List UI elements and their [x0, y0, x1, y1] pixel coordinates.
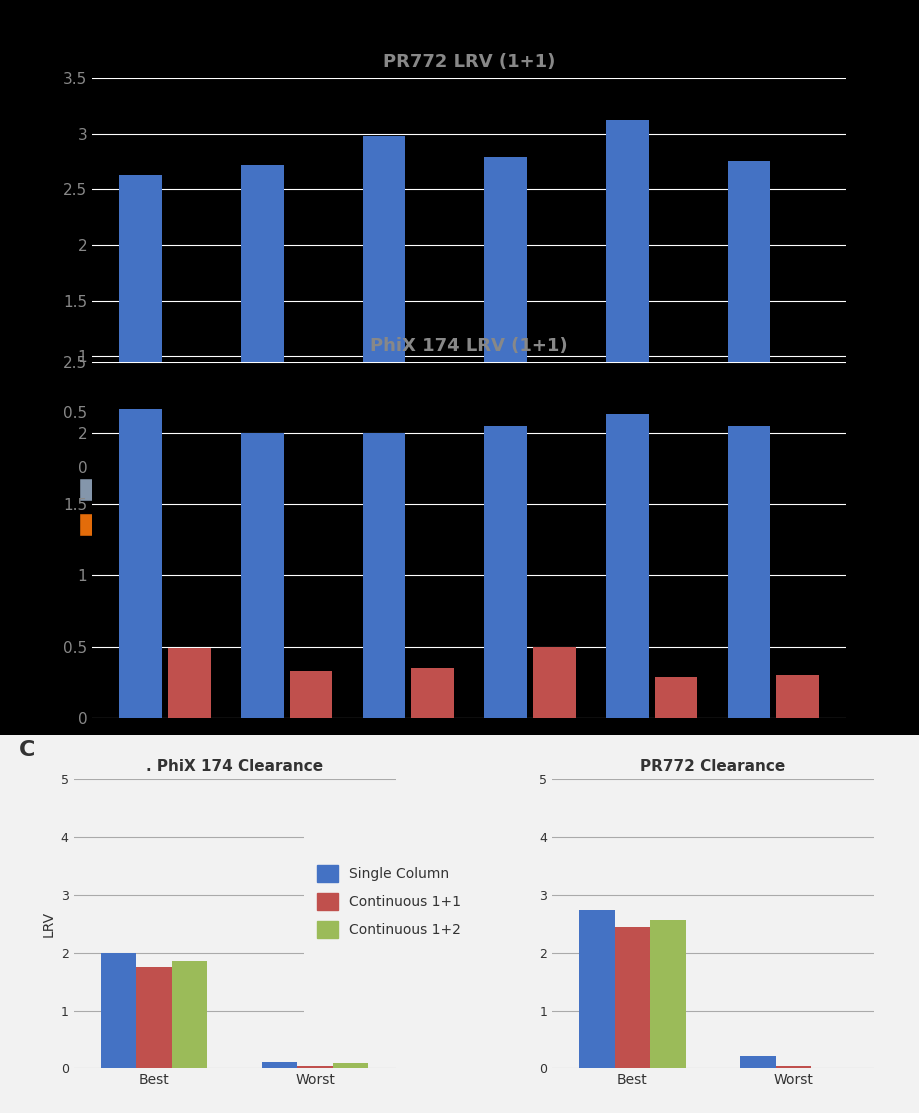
- Bar: [289, 671, 332, 718]
- Text: C: C: [18, 740, 35, 760]
- Bar: [101, 953, 136, 1068]
- Bar: [727, 426, 769, 718]
- Bar: [411, 414, 453, 467]
- Bar: [411, 668, 453, 718]
- Bar: [119, 408, 162, 718]
- Bar: [650, 919, 685, 1068]
- Bar: [297, 1065, 333, 1068]
- Bar: [775, 1065, 811, 1068]
- Bar: [168, 427, 210, 467]
- Bar: [241, 433, 283, 718]
- Bar: [362, 136, 405, 467]
- Title: PR772 LRV (1+1): PR772 LRV (1+1): [382, 52, 555, 71]
- Bar: [484, 426, 527, 718]
- Bar: [740, 1056, 775, 1068]
- Title: . PhiX 174 Clearance: . PhiX 174 Clearance: [146, 759, 323, 774]
- Bar: [776, 676, 818, 718]
- Bar: [241, 165, 283, 467]
- Bar: [136, 967, 172, 1068]
- Bar: [654, 677, 697, 718]
- Bar: [262, 1062, 297, 1068]
- Bar: [289, 426, 332, 467]
- Bar: [333, 1063, 368, 1068]
- Bar: [172, 962, 207, 1068]
- Title: PR772 Clearance: PR772 Clearance: [640, 759, 785, 774]
- Bar: [119, 175, 162, 467]
- Y-axis label: LRV: LRV: [41, 910, 55, 937]
- Bar: [776, 414, 818, 467]
- Title: PhiX 174 LRV (1+1): PhiX 174 LRV (1+1): [370, 336, 567, 355]
- FancyBboxPatch shape: [79, 477, 107, 501]
- Bar: [532, 647, 575, 718]
- Bar: [362, 433, 405, 718]
- Bar: [727, 161, 769, 467]
- Bar: [532, 422, 575, 467]
- Bar: [614, 927, 650, 1068]
- Bar: [606, 414, 648, 718]
- Bar: [484, 157, 527, 467]
- Bar: [606, 120, 648, 467]
- Bar: [579, 910, 614, 1068]
- Bar: [168, 648, 210, 718]
- Bar: [654, 426, 697, 467]
- Legend: Single Column, Continuous 1+1, Continuous 1+2: Single Column, Continuous 1+1, Continuou…: [311, 858, 468, 945]
- FancyBboxPatch shape: [79, 513, 107, 536]
